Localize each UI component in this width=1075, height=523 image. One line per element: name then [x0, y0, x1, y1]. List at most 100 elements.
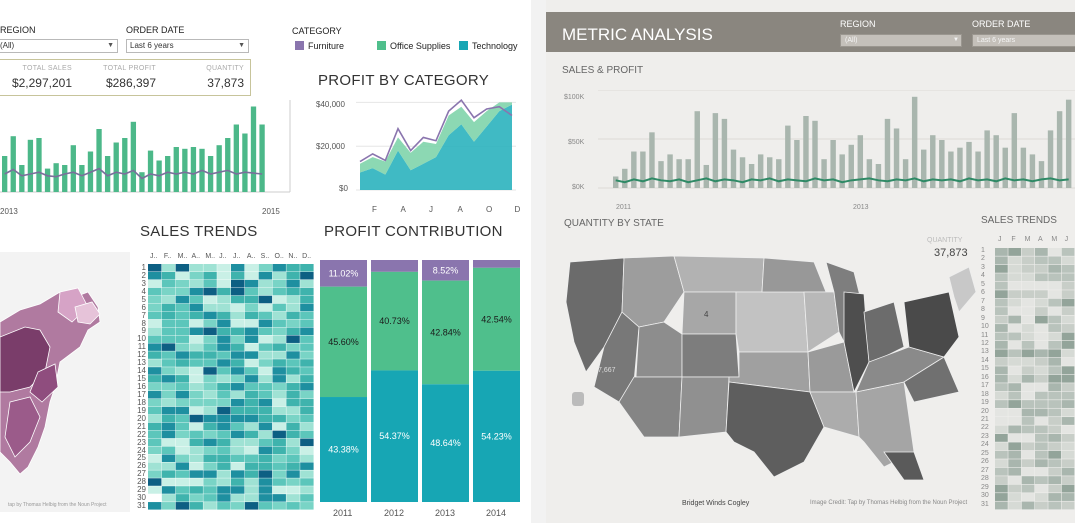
heatmap-cell[interactable]: [286, 454, 300, 462]
heatmap-cell[interactable]: [231, 446, 245, 455]
right-heatmap-cell[interactable]: [1021, 467, 1035, 476]
heatmap-cell[interactable]: [175, 271, 190, 280]
right-heatmap-cell[interactable]: [1035, 391, 1048, 400]
heatmap-cell[interactable]: [300, 359, 314, 367]
heatmap-cell[interactable]: [161, 430, 176, 439]
heatmap-cell[interactable]: [217, 390, 231, 399]
rsp-sales-bar[interactable]: [794, 140, 800, 188]
right-heatmap-cell[interactable]: [1021, 433, 1035, 442]
heatmap-cell[interactable]: [300, 422, 314, 431]
heatmap-cell[interactable]: [231, 430, 245, 439]
rsp-sales-bar[interactable]: [930, 135, 936, 188]
rsp-sales-bar[interactable]: [785, 125, 791, 188]
heatmap-cell[interactable]: [300, 327, 314, 336]
heatmap-cell[interactable]: [272, 367, 286, 375]
heatmap-cell[interactable]: [161, 359, 176, 367]
legend-label-office-supplies[interactable]: Office Supplies: [390, 41, 451, 51]
heatmap-cell[interactable]: [189, 335, 203, 343]
right-heatmap-cell[interactable]: [1061, 484, 1075, 493]
heatmap-cell[interactable]: [189, 264, 203, 272]
heatmap-cell[interactable]: [189, 462, 203, 470]
right-heatmap-cell[interactable]: [1021, 357, 1035, 366]
heatmap-cell[interactable]: [286, 319, 300, 328]
rsp-sales-bar[interactable]: [1020, 147, 1027, 188]
segment-furniture[interactable]: [473, 260, 520, 268]
heatmap-cell[interactable]: [244, 454, 259, 462]
heatmap-cell[interactable]: [231, 406, 245, 415]
right-heatmap-cell[interactable]: [995, 459, 1008, 468]
heatmap-cell[interactable]: [161, 486, 176, 494]
heatmap-cell[interactable]: [272, 398, 286, 407]
right-heatmap-cell[interactable]: [1048, 467, 1062, 476]
heatmap-cell[interactable]: [244, 390, 259, 399]
right-heatmap-cell[interactable]: [1048, 349, 1062, 358]
sales-bar[interactable]: [62, 165, 68, 192]
right-heatmap-cell[interactable]: [1035, 281, 1048, 290]
heatmap-cell[interactable]: [244, 271, 259, 280]
heatmap-cell[interactable]: [175, 406, 190, 415]
right-heatmap-cell[interactable]: [1061, 349, 1075, 358]
heatmap-cell[interactable]: [244, 335, 259, 343]
heatmap-cell[interactable]: [203, 279, 217, 288]
right-heatmap-cell[interactable]: [1061, 501, 1075, 510]
heatmap-cell[interactable]: [148, 279, 162, 288]
right-heatmap-cell[interactable]: [1035, 476, 1048, 485]
heatmap-cell[interactable]: [258, 335, 273, 343]
heatmap-cell[interactable]: [244, 351, 259, 359]
rsp-sales-bar[interactable]: [848, 144, 854, 188]
map-state-colorado[interactable]: [681, 333, 740, 378]
heatmap-cell[interactable]: [258, 343, 273, 351]
heatmap-cell[interactable]: [300, 343, 314, 351]
legend-swatch-furniture[interactable]: [295, 41, 304, 50]
heatmap-cell[interactable]: [272, 279, 286, 288]
sales-map[interactable]: tap by Thomas Helbig from the Noun Proje…: [0, 252, 130, 512]
right-heatmap-cell[interactable]: [1048, 484, 1062, 493]
heatmap-cell[interactable]: [203, 367, 217, 375]
sales-bar[interactable]: [139, 172, 145, 192]
heatmap-cell[interactable]: [300, 375, 314, 383]
map-state-idaho-montana[interactable]: [621, 255, 685, 328]
rsp-sales-bar[interactable]: [730, 149, 737, 188]
heatmap-cell[interactable]: [175, 414, 190, 423]
heatmap-cell[interactable]: [231, 383, 245, 391]
heatmap-cell[interactable]: [217, 462, 231, 470]
right-heatmap-cell[interactable]: [995, 493, 1008, 501]
heatmap-cell[interactable]: [286, 383, 300, 391]
heatmap-cell[interactable]: [231, 486, 245, 494]
right-heatmap-cell[interactable]: [1048, 298, 1062, 307]
right-heatmap-cell[interactable]: [1048, 324, 1062, 332]
rsp-sales-bar[interactable]: [830, 140, 836, 188]
heatmap-cell[interactable]: [244, 422, 259, 431]
heatmap-cell[interactable]: [272, 351, 286, 359]
quantity-by-state-map[interactable]: 4 7,667: [564, 252, 976, 480]
right-heatmap-cell[interactable]: [1021, 290, 1035, 299]
heatmap-cell[interactable]: [258, 486, 273, 494]
heatmap-cell[interactable]: [272, 375, 286, 383]
heatmap-cell[interactable]: [300, 319, 314, 328]
heatmap-cell[interactable]: [161, 327, 176, 336]
heatmap-cell[interactable]: [161, 422, 176, 431]
right-heatmap-cell[interactable]: [1021, 366, 1035, 375]
segment-office-supplies[interactable]: [371, 271, 418, 371]
rsp-sales-bar[interactable]: [739, 157, 746, 188]
right-heatmap-cell[interactable]: [1035, 450, 1048, 459]
right-heatmap-cell[interactable]: [1008, 324, 1022, 332]
right-heatmap-cell[interactable]: [1021, 349, 1035, 358]
heatmap-cell[interactable]: [244, 414, 259, 423]
map-state-illinois[interactable]: [843, 291, 870, 394]
heatmap-cell[interactable]: [244, 478, 259, 486]
heatmap-cell[interactable]: [244, 462, 259, 470]
heatmap-cell[interactable]: [148, 383, 162, 391]
heatmap-cell[interactable]: [244, 359, 259, 367]
right-heatmap-cell[interactable]: [1035, 459, 1048, 468]
heatmap-cell[interactable]: [231, 414, 245, 423]
heatmap-cell[interactable]: [189, 359, 203, 367]
heatmap-cell[interactable]: [244, 279, 259, 288]
heatmap-cell[interactable]: [286, 295, 300, 304]
heatmap-cell[interactable]: [175, 454, 190, 462]
map-state-texas[interactable]: [725, 381, 825, 478]
right-heatmap-cell[interactable]: [1021, 273, 1035, 282]
heatmap-cell[interactable]: [231, 502, 245, 510]
right-heatmap-cell[interactable]: [1061, 493, 1075, 501]
heatmap-cell[interactable]: [217, 383, 231, 391]
